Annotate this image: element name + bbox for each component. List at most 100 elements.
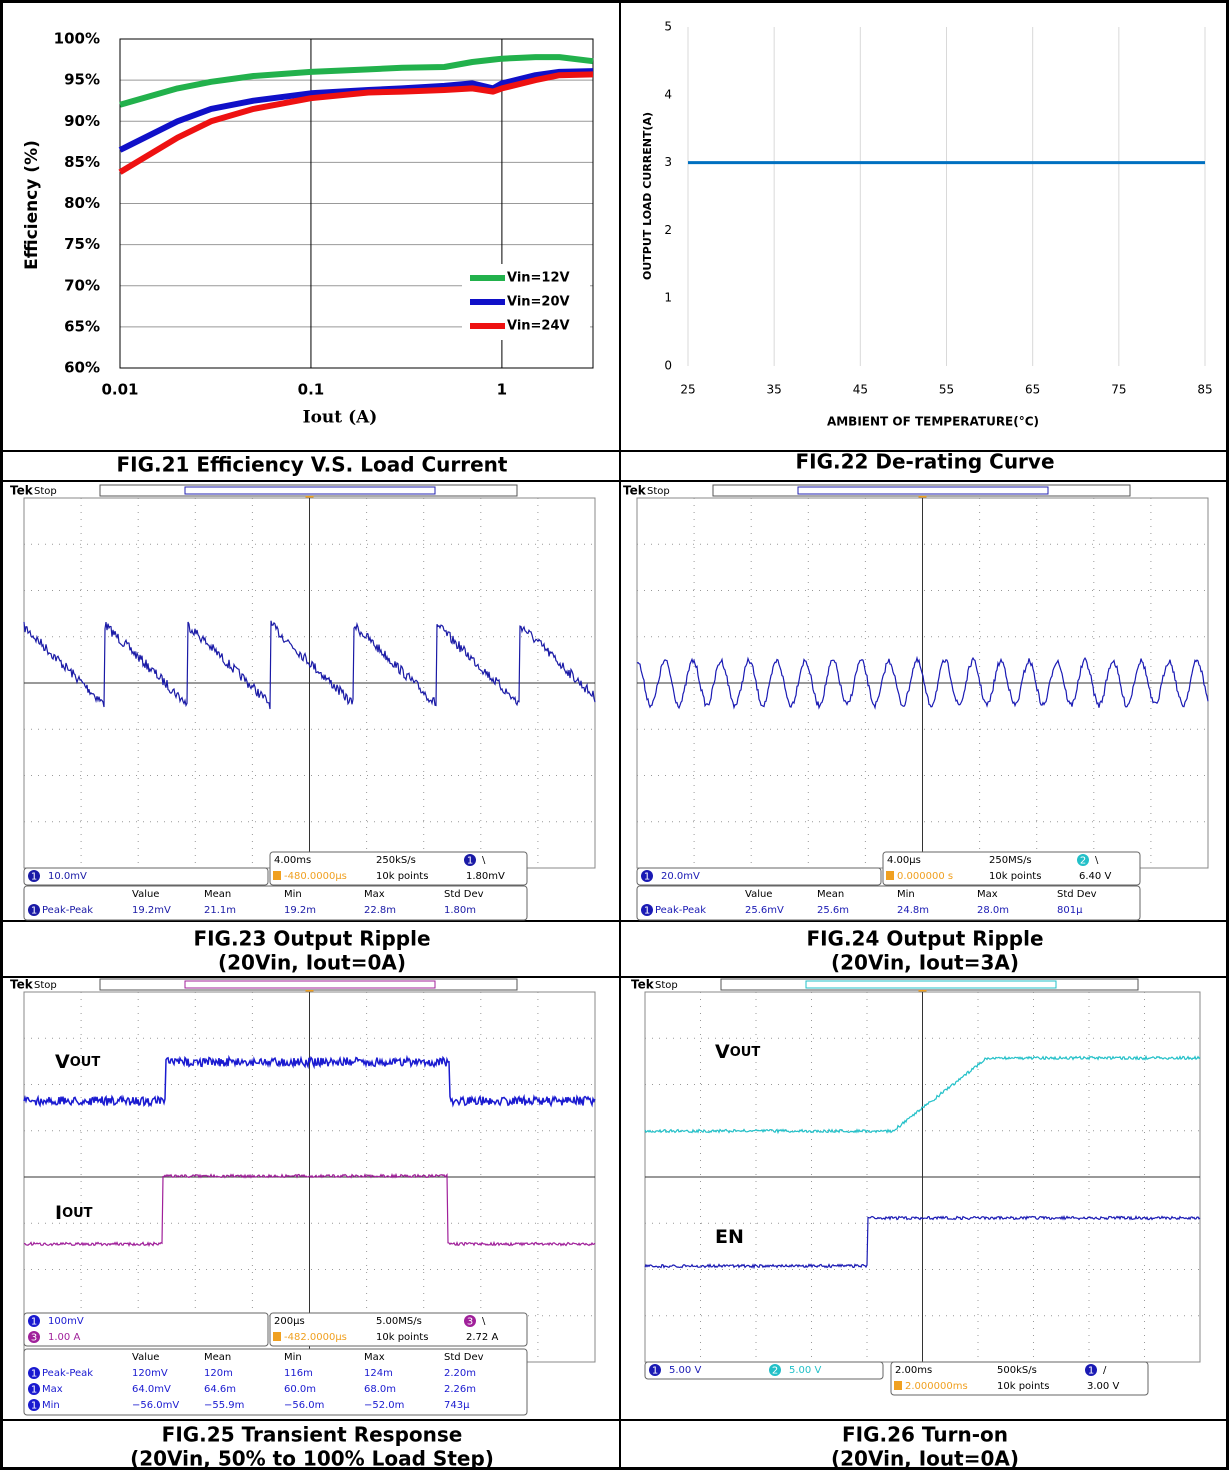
measure-value: 743µ [444, 1400, 470, 1411]
measure-name: Min [42, 1400, 60, 1411]
delay-icon [273, 871, 281, 880]
record-points: 10k points [376, 1332, 428, 1343]
channel-number: 1 [644, 872, 650, 883]
y-tick-label: 90% [64, 112, 100, 130]
channel-scale: 20.0mV [661, 871, 700, 882]
trace-label-sub: OUT [730, 1045, 761, 1060]
measure-header: Std Dev [444, 889, 484, 900]
measure-value: 1.80m [444, 905, 476, 916]
channel-scale: 5.00 V [669, 1365, 701, 1376]
measure-header: Min [284, 889, 302, 900]
trace-label-main: EN [715, 1226, 744, 1248]
scope-brand: Tek [623, 484, 647, 498]
y-tick-label: 80% [64, 194, 100, 212]
trace-label-main: I [55, 1202, 62, 1224]
measure-header: Max [364, 1352, 385, 1363]
scope-state: Stop [655, 980, 678, 991]
x-tick-label: 45 [853, 383, 868, 397]
channel-number: 2 [1080, 856, 1086, 867]
figure-caption: FIG.25 Transient Response [162, 1423, 463, 1447]
measure-value: 19.2mV [132, 905, 171, 916]
figure-caption: FIG.22 De-rating Curve [795, 450, 1054, 474]
page: {"chart_data":[ {"type":"line","caption"… [0, 0, 1229, 1470]
channel-number: 1 [31, 1369, 37, 1380]
measure-value: 28.0m [977, 905, 1009, 916]
trigger-delay: -480.0000µs [284, 871, 347, 882]
trigger-delay: 2.000000ms [905, 1381, 968, 1392]
channel-scale: 100mV [48, 1316, 84, 1327]
y-tick-label: 65% [64, 317, 100, 335]
measure-value: 60.0m [284, 1384, 316, 1395]
y-tick-label: 75% [64, 235, 100, 253]
measure-value: 124m [364, 1368, 393, 1379]
trace-label-sub: OUT [70, 1055, 101, 1070]
channel-number: 1 [31, 906, 37, 917]
measure-value: 64.0mV [132, 1384, 171, 1395]
measure-header: Value [132, 889, 159, 900]
measure-value: 19.2m [284, 905, 316, 916]
measure-value: 25.6mV [745, 905, 784, 916]
measure-header: Mean [204, 889, 231, 900]
y-axis-title: OUTPUT LOAD CURRENT(A) [641, 112, 654, 280]
measure-header: Min [897, 889, 915, 900]
measure-header: Value [745, 889, 772, 900]
time-div: 2.00ms [895, 1365, 932, 1376]
measure-value: 2.20m [444, 1368, 476, 1379]
trigger-level: 1.80mV [466, 871, 505, 882]
time-div: 4.00ms [274, 855, 311, 866]
figure-caption: FIG.23 Output Ripple [193, 927, 430, 951]
time-div: 200µs [274, 1316, 305, 1327]
y-axis-title: Efficiency (%) [22, 140, 42, 270]
channel-number: 3 [467, 1317, 473, 1328]
y-tick-label: 4 [664, 87, 672, 101]
measure-name: Max [42, 1384, 63, 1395]
x-tick-label: 35 [767, 383, 782, 397]
channel-number: 1 [1088, 1366, 1094, 1377]
measure-header: Std Dev [1057, 889, 1097, 900]
record-points: 10k points [997, 1381, 1049, 1392]
measure-value: −56.0m [284, 1400, 324, 1411]
figure-caption: (20Vin, 50% to 100% Load Step) [130, 1447, 494, 1471]
scope-state: Stop [34, 980, 57, 991]
trigger-level: 6.40 V [1079, 871, 1111, 882]
document: FIG.21 Efficiency V.S. Load Current60%65… [0, 0, 1229, 1470]
trace-label: IOUT [55, 1202, 93, 1224]
measure-value: 25.6m [817, 905, 849, 916]
x-tick-label: 1 [497, 381, 507, 399]
measure-name: Peak-Peak [42, 1368, 93, 1379]
trace-label-main: V [715, 1041, 730, 1063]
y-tick-label: 0 [664, 359, 672, 373]
figure-caption: FIG.24 Output Ripple [806, 927, 1043, 951]
measure-value: 64.6m [204, 1384, 236, 1395]
legend-label: Vin=20V [507, 295, 570, 310]
x-tick-label: 0.01 [101, 381, 138, 399]
trace-label: VOUT [715, 1041, 760, 1063]
measure-value: 116m [284, 1368, 313, 1379]
y-tick-label: 70% [64, 276, 100, 294]
y-tick-label: 95% [64, 71, 100, 89]
measure-header: Mean [204, 1352, 231, 1363]
channel-number: 1 [31, 872, 37, 883]
y-tick-label: 100% [54, 30, 100, 48]
figure-caption: (20Vin, Iout=3A) [831, 951, 1019, 975]
scope-state: Stop [647, 486, 670, 497]
channel-number: 1 [31, 1385, 37, 1396]
record-points: 10k points [989, 871, 1041, 882]
delay-icon [273, 1332, 281, 1341]
x-tick-label: 75 [1111, 383, 1126, 397]
y-tick-label: 1 [664, 291, 672, 305]
measure-header: Min [284, 1352, 302, 1363]
measure-value: −52.0m [364, 1400, 404, 1411]
y-tick-label: 2 [664, 223, 672, 237]
channel-number: 3 [31, 1333, 37, 1344]
x-tick-label: 25 [680, 383, 695, 397]
measure-header: Max [977, 889, 998, 900]
y-tick-label: 60% [64, 359, 100, 377]
channel-number: 1 [31, 1317, 37, 1328]
sample-rate: 500kS/s [997, 1365, 1037, 1376]
measure-value: −55.9m [204, 1400, 244, 1411]
measure-value: 120m [204, 1368, 233, 1379]
measure-value: −56.0mV [132, 1400, 179, 1411]
channel-number: 2 [772, 1366, 778, 1377]
trigger-level: 3.00 V [1087, 1381, 1119, 1392]
